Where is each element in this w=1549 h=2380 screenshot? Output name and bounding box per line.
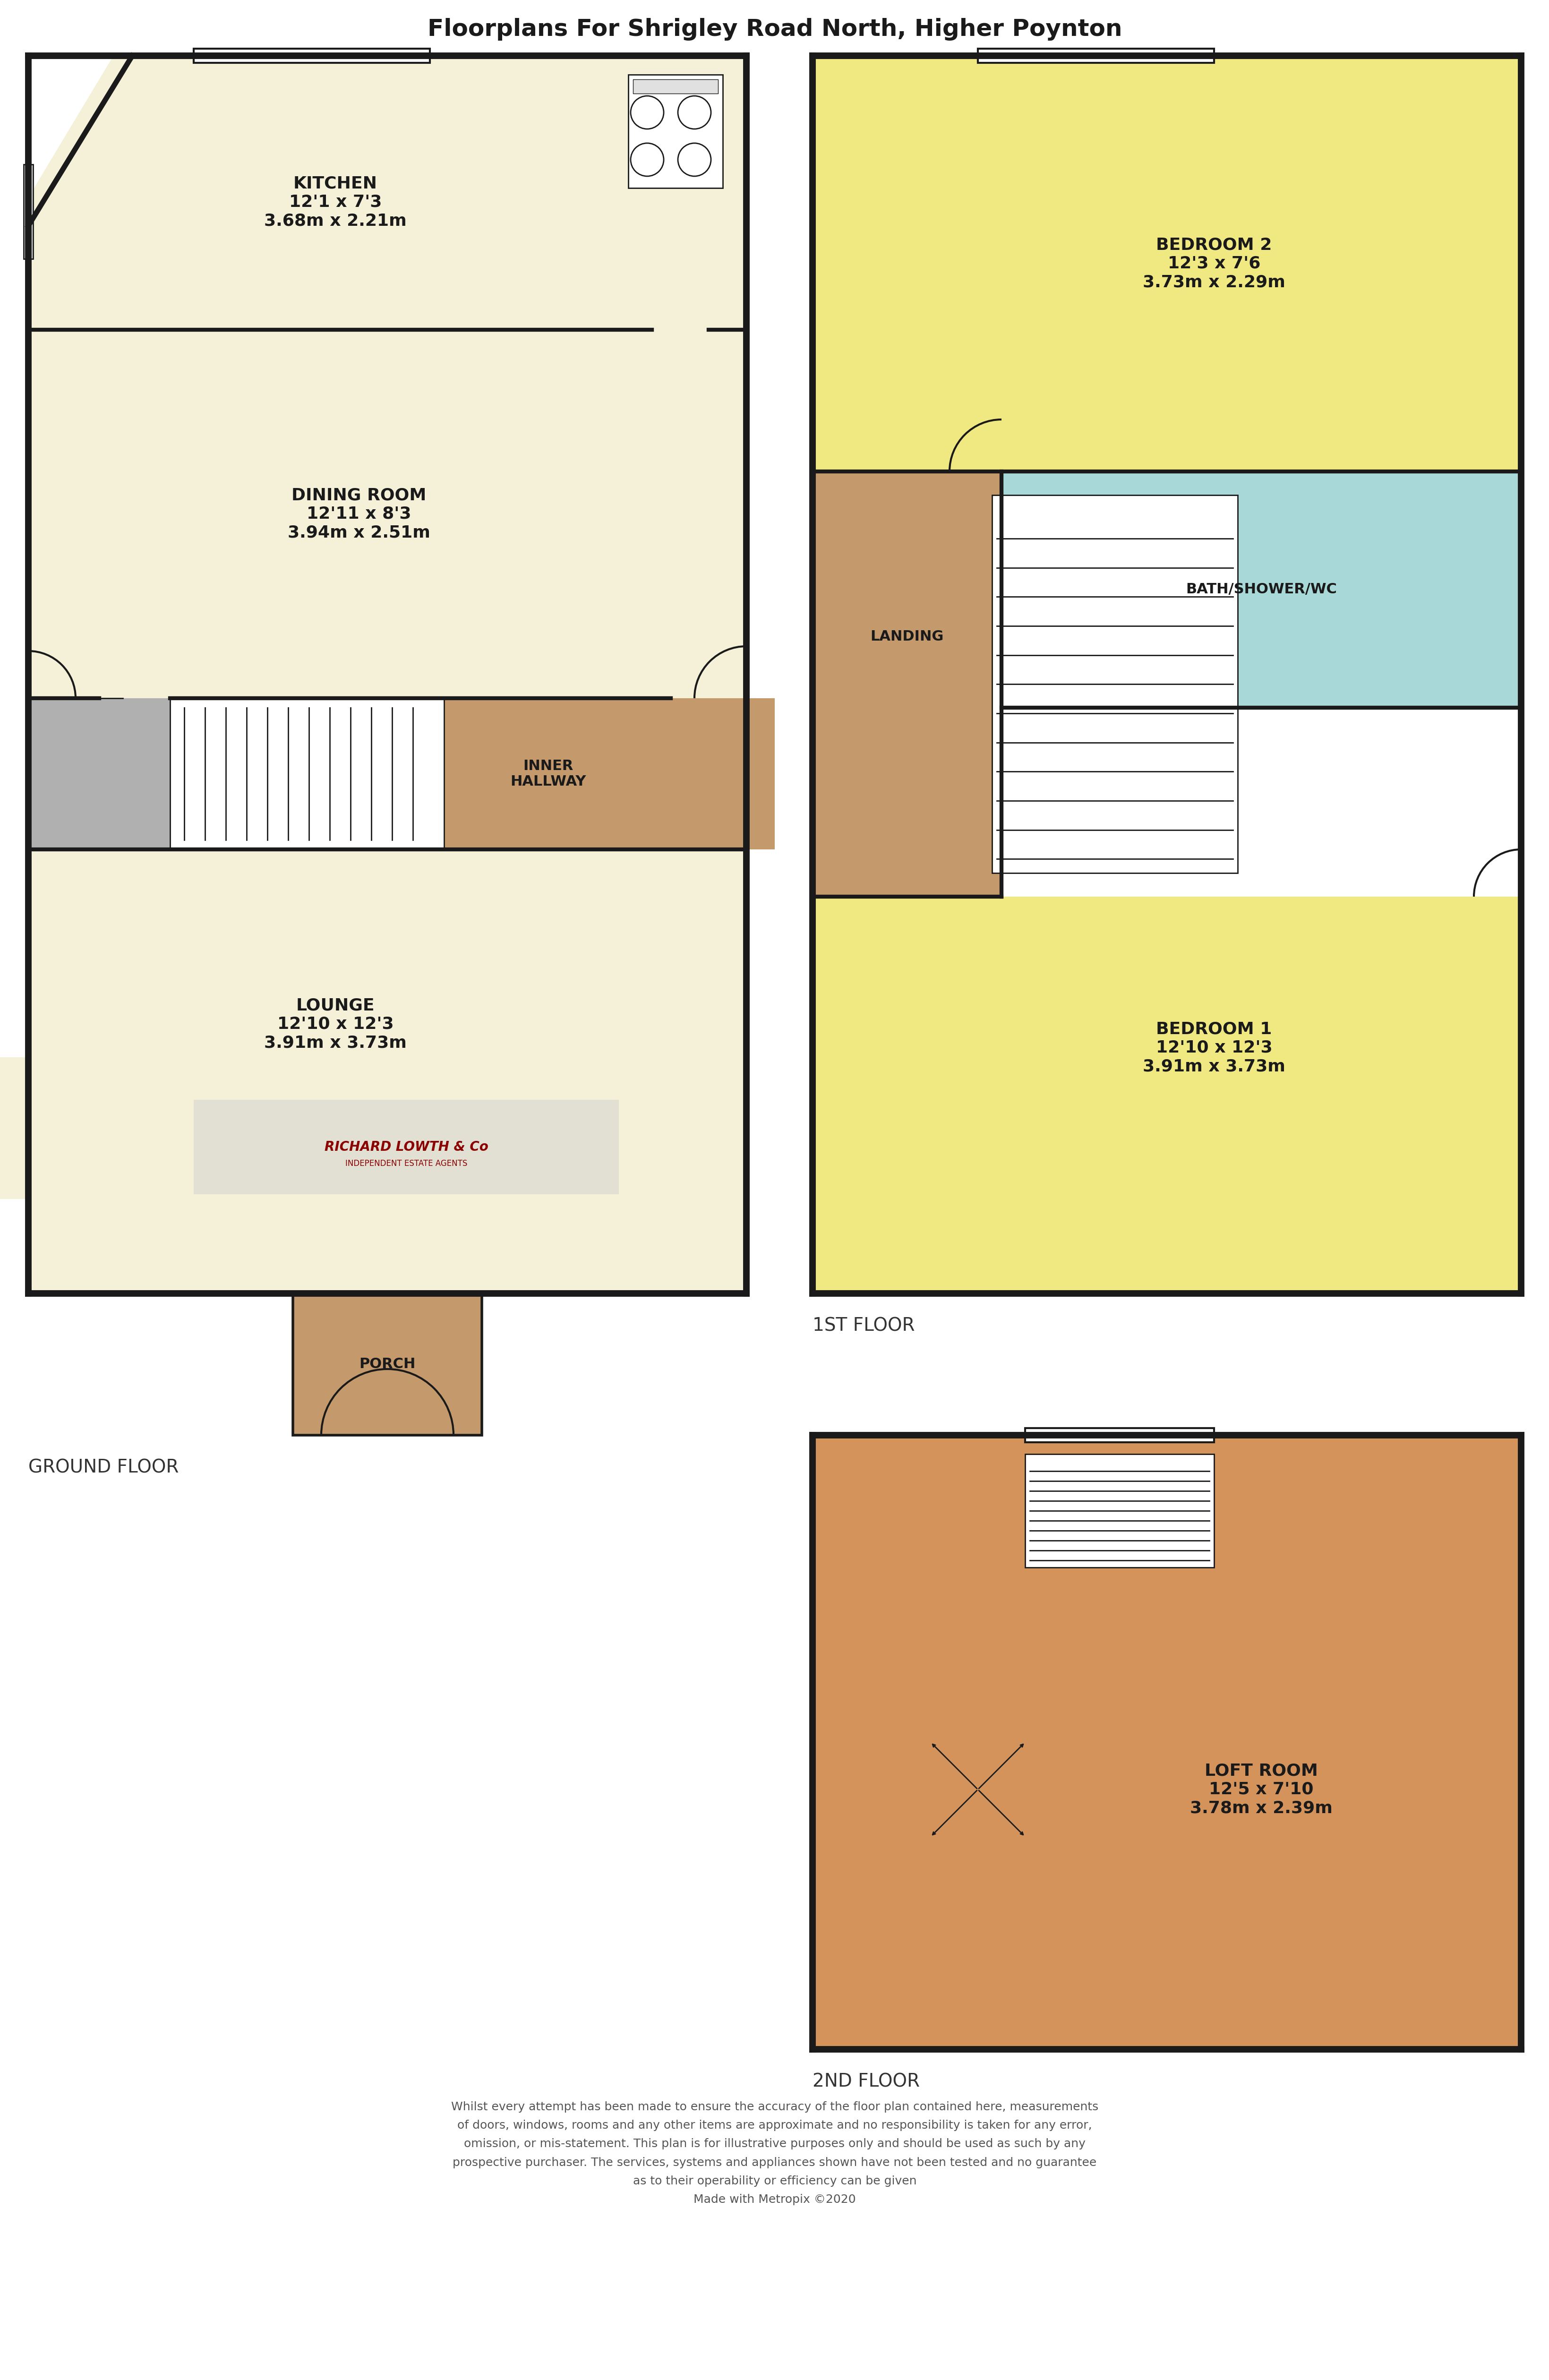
Text: DINING ROOM
12'11 x 8'3
3.94m x 2.51m: DINING ROOM 12'11 x 8'3 3.94m x 2.51m (288, 488, 431, 540)
Text: INNER
HALLWAY: INNER HALLWAY (510, 759, 586, 788)
Bar (0, 1057, 28, 1200)
Text: LOUNGE
12'10 x 12'3
3.91m x 3.73m: LOUNGE 12'10 x 12'3 3.91m x 3.73m (263, 997, 406, 1052)
Bar (28, 331, 747, 697)
Text: GROUND FLOOR: GROUND FLOOR (28, 1459, 178, 1476)
Text: Whilst every attempt has been made to ensure the accuracy of the floor plan cont: Whilst every attempt has been made to en… (451, 2102, 1098, 2206)
Bar (293, 1292, 482, 1435)
Bar (1025, 1428, 1214, 1442)
Text: 1ST FLOOR: 1ST FLOOR (812, 1316, 914, 1335)
Text: Floorplans For Shrigley Road North, Higher Poynton: Floorplans For Shrigley Road North, High… (428, 19, 1121, 40)
Bar (812, 1435, 1521, 2049)
Bar (28, 55, 747, 1292)
Bar (977, 48, 1214, 62)
Bar (1025, 1454, 1214, 1568)
Text: 2ND FLOOR: 2ND FLOOR (812, 2073, 920, 2092)
Bar (1001, 471, 1521, 707)
Polygon shape (28, 55, 113, 198)
Bar (991, 495, 1238, 873)
Text: PORCH: PORCH (359, 1357, 415, 1371)
Bar (28, 697, 170, 850)
Bar (170, 697, 445, 850)
Text: BEDROOM 2
12'3 x 7'6
3.73m x 2.29m: BEDROOM 2 12'3 x 7'6 3.73m x 2.29m (1143, 238, 1286, 290)
Text: LOFT ROOM
12'5 x 7'10
3.78m x 2.39m: LOFT ROOM 12'5 x 7'10 3.78m x 2.39m (1190, 1764, 1332, 1816)
Text: BATH/SHOWER/WC: BATH/SHOWER/WC (1185, 583, 1337, 597)
Bar (194, 48, 429, 62)
Bar (445, 697, 774, 850)
Bar (634, 79, 717, 93)
Bar (812, 471, 1001, 897)
Bar (23, 164, 33, 259)
Text: INDEPENDENT ESTATE AGENTS: INDEPENDENT ESTATE AGENTS (345, 1159, 468, 1169)
Bar (28, 850, 747, 1292)
Text: RICHARD LOWTH & Co: RICHARD LOWTH & Co (324, 1140, 488, 1154)
Bar (812, 55, 1521, 471)
Bar (28, 55, 747, 331)
Text: LANDING: LANDING (871, 631, 943, 643)
Text: BEDROOM 1
12'10 x 12'3
3.91m x 3.73m: BEDROOM 1 12'10 x 12'3 3.91m x 3.73m (1143, 1021, 1286, 1073)
Bar (627, 74, 722, 188)
Text: KITCHEN
12'1 x 7'3
3.68m x 2.21m: KITCHEN 12'1 x 7'3 3.68m x 2.21m (263, 176, 406, 228)
FancyBboxPatch shape (194, 1100, 618, 1195)
Bar (812, 897, 1521, 1292)
